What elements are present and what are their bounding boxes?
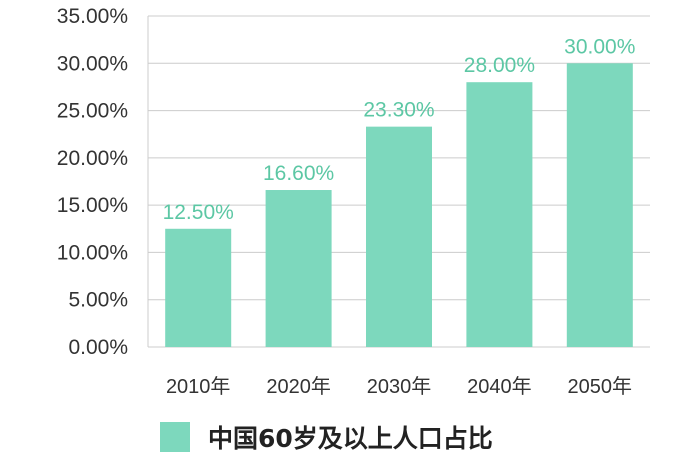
data-label: 16.60% <box>263 162 334 185</box>
bar <box>566 63 633 348</box>
bar <box>366 126 432 347</box>
y-tick-label: 0.00% <box>68 336 128 359</box>
y-tick-label: 10.00% <box>57 241 128 264</box>
x-tick-label: 2040年 <box>467 375 532 398</box>
legend: 中国60岁及以上人口占比 <box>160 420 493 454</box>
data-label: 30.00% <box>564 35 635 58</box>
bar-chart: 0.00% 5.00% 10.00% 15.00% 20.00% 25.00% 30.00%… <box>57 5 650 398</box>
y-tick-label: 35.00% <box>57 5 128 28</box>
y-tick-label: 25.00% <box>57 100 128 123</box>
y-tick-label: 30.00% <box>57 52 128 75</box>
legend-label: 中国60岁及以上人口占比 <box>208 424 493 453</box>
bar <box>265 190 332 347</box>
x-tick-label: 2020年 <box>266 375 331 398</box>
bar <box>466 82 533 347</box>
bars: 12.50% 16.60% 23.30% 28.00% 30.00% <box>163 35 635 348</box>
data-label: 23.30% <box>363 99 434 122</box>
x-tick-label: 2030年 <box>367 375 432 398</box>
bar <box>165 228 232 347</box>
x-tick-label: 2010年 <box>166 375 231 398</box>
y-axis: 0.00% 5.00% 10.00% 15.00% 20.00% 25.00% 30.00%… <box>57 5 128 359</box>
data-label: 12.50% <box>163 201 234 224</box>
x-axis: 2010年 2020年 2030年 2040年 2050年 <box>166 375 632 398</box>
y-tick-label: 20.00% <box>57 147 128 170</box>
legend-swatch <box>160 422 190 452</box>
y-tick-label: 5.00% <box>68 289 128 312</box>
data-label: 28.00% <box>464 54 535 77</box>
y-tick-label: 15.00% <box>57 194 128 217</box>
x-tick-label: 2050年 <box>568 375 633 398</box>
